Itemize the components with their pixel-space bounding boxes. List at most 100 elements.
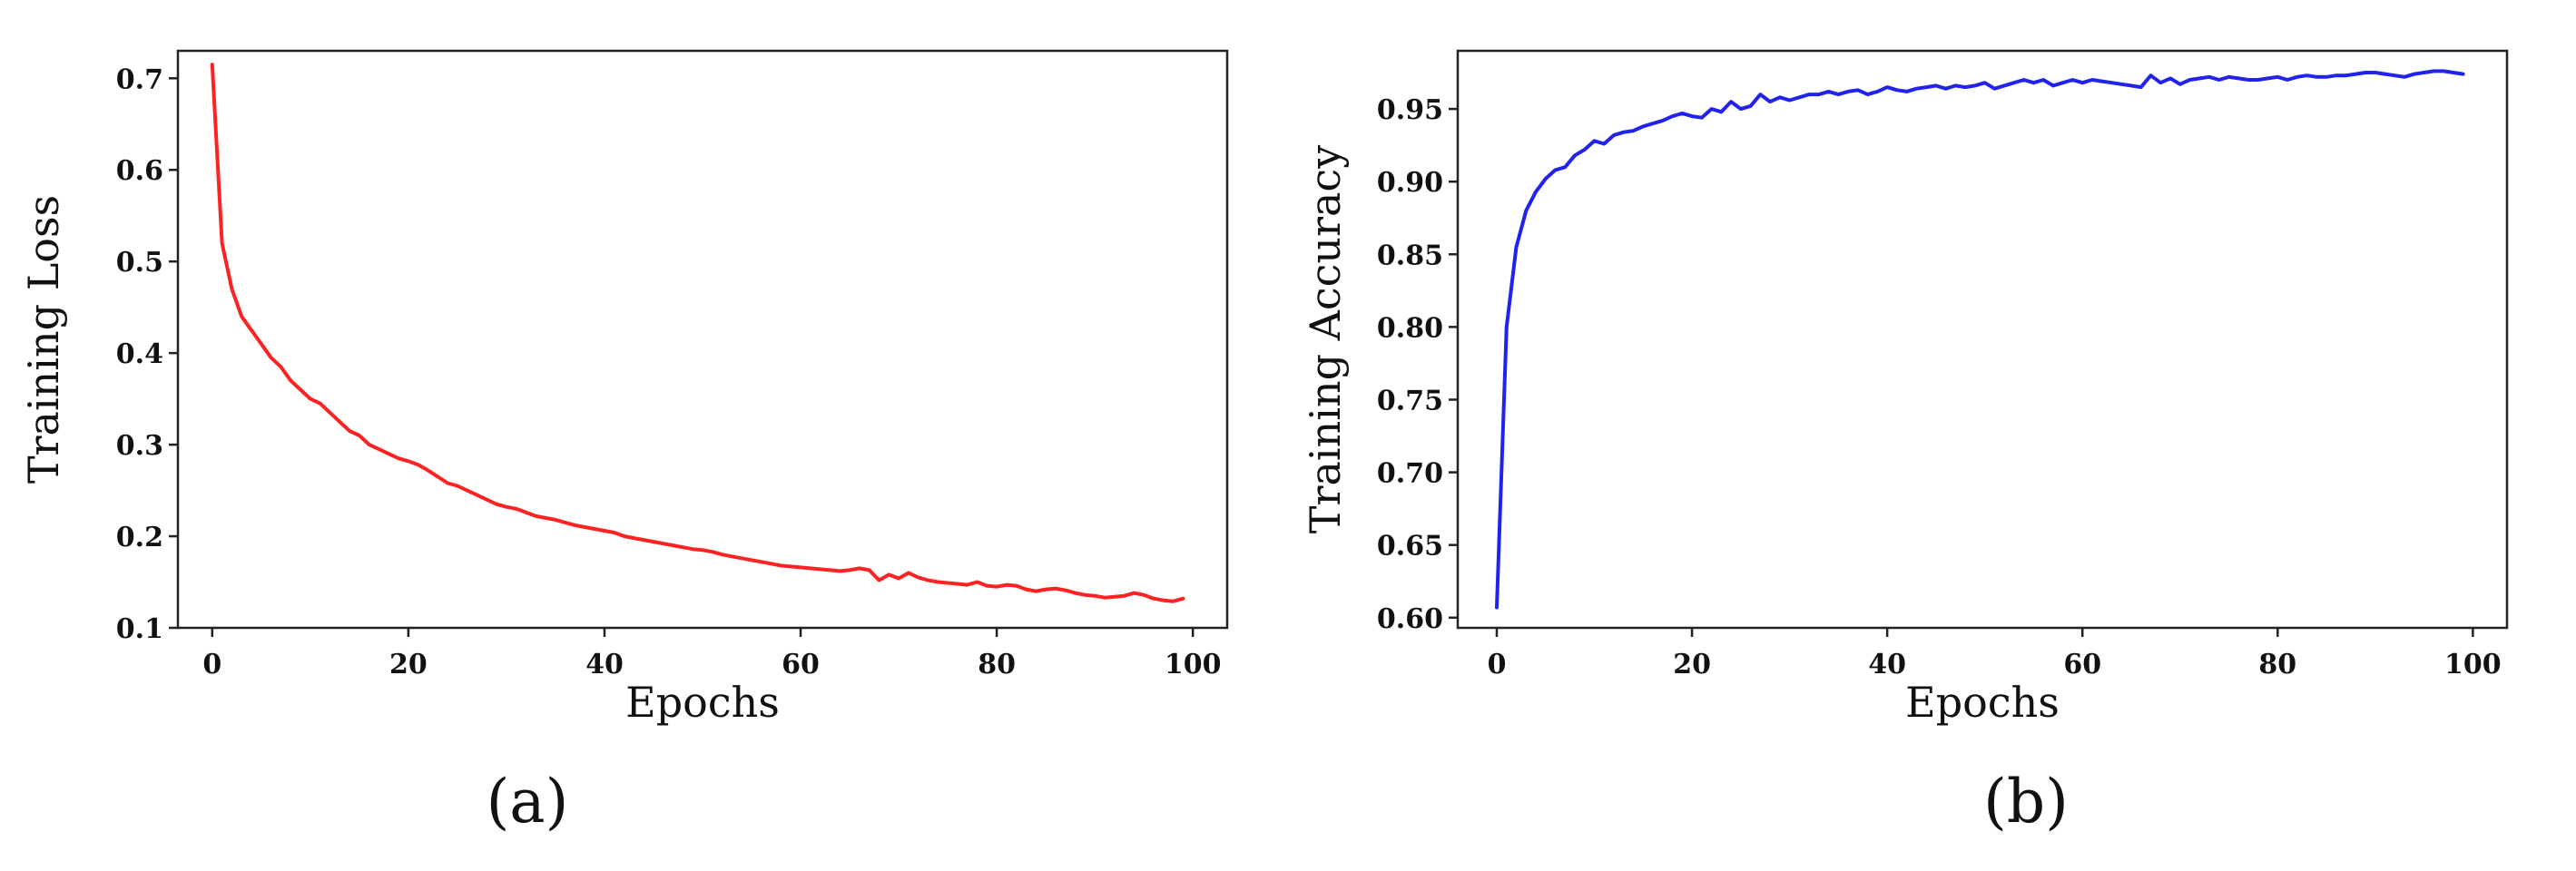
data-point — [1661, 119, 1665, 122]
data-point — [662, 542, 665, 545]
data-point — [2335, 73, 2338, 77]
data-point — [289, 378, 292, 382]
data-point — [2403, 75, 2406, 79]
y-tick-label: 0.7 — [116, 64, 163, 95]
y-axis-label: Training Loss — [19, 195, 68, 484]
data-point — [2354, 73, 2357, 76]
data-point — [760, 560, 763, 563]
x-axis-label: Epochs — [625, 678, 780, 727]
data-point — [260, 342, 263, 346]
data-point — [1142, 593, 1145, 597]
data-point — [1671, 114, 1675, 118]
data-point — [2393, 73, 2396, 77]
y-tick-label: 0.70 — [1377, 458, 1443, 490]
data-point — [446, 482, 449, 484]
data-point — [897, 577, 900, 580]
data-point — [750, 558, 753, 562]
data-point — [1983, 81, 1987, 84]
data-point — [2158, 81, 2162, 84]
data-point — [1690, 114, 1694, 118]
data-point — [250, 328, 253, 332]
data-point — [1641, 124, 1645, 128]
data-point — [2227, 75, 2230, 79]
data-point — [2306, 73, 2309, 77]
x-axis-label: Epochs — [1905, 678, 2060, 727]
plot-frame — [1456, 49, 2509, 630]
y-tick-label: 0.2 — [116, 522, 163, 553]
data-point — [2197, 76, 2201, 80]
data-point — [2384, 73, 2387, 76]
y-tick-label: 0.80 — [1377, 312, 1443, 344]
x-tick-label: 20 — [1673, 649, 1711, 680]
data-point — [878, 579, 880, 582]
series-line — [1495, 69, 2465, 610]
data-point — [1856, 88, 1860, 92]
data-point — [2139, 85, 2143, 89]
data-point — [1172, 600, 1175, 603]
data-point — [456, 484, 459, 487]
data-point — [2012, 81, 2016, 84]
data-point — [515, 507, 518, 511]
data-point — [1827, 90, 1831, 93]
data-point — [2149, 73, 2152, 77]
y-tick-label: 0.1 — [116, 613, 163, 645]
data-point — [907, 571, 910, 574]
data-point — [476, 494, 478, 497]
data-point — [2247, 78, 2250, 82]
data-point — [1505, 325, 1509, 328]
data-point — [2129, 83, 2133, 87]
data-point — [329, 411, 331, 415]
data-point — [2061, 81, 2065, 84]
data-point — [985, 584, 988, 588]
data-point — [417, 463, 420, 466]
data-point — [632, 536, 635, 540]
data-point — [2110, 81, 2113, 84]
data-point — [623, 534, 626, 538]
data-point — [799, 565, 802, 569]
loss-chart: 0 20 40 60 80 100 0.1 0.2 0.3 0.4 0.5 0.6 0.7 Epochs T… — [19, 49, 1229, 837]
data-point — [2452, 71, 2455, 74]
data-point — [613, 531, 616, 534]
data-point — [2217, 78, 2221, 82]
data-point — [1602, 142, 1606, 145]
data-point — [1866, 93, 1870, 96]
y-tick-label: 0.6 — [116, 155, 163, 187]
data-point — [348, 429, 351, 433]
data-point — [1953, 83, 1957, 87]
data-point — [1573, 153, 1577, 157]
data-point — [299, 388, 302, 391]
data-point — [946, 582, 949, 584]
data-point — [652, 540, 655, 543]
data-point — [495, 503, 498, 506]
data-point — [1632, 129, 1636, 132]
data-point — [2345, 73, 2348, 77]
data-point — [1181, 597, 1185, 601]
data-point — [427, 468, 429, 472]
panel-label: (b) — [1983, 767, 2069, 837]
data-point — [603, 529, 606, 533]
y-tick-label: 0.85 — [1377, 240, 1443, 271]
data-point — [1544, 177, 1548, 181]
data-point — [319, 402, 322, 406]
data-point — [956, 582, 959, 585]
data-point — [2364, 71, 2367, 74]
data-point — [1729, 100, 1733, 103]
accuracy-chart: 0 20 40 60 80 100 0.60 0.65 0.70 0.75 0.80 0.85 0.90… — [1301, 49, 2509, 837]
data-point — [240, 315, 243, 318]
data-point — [221, 241, 224, 245]
data-point — [2432, 69, 2435, 73]
data-point — [593, 527, 596, 531]
data-point — [1944, 87, 1948, 91]
data-point — [1162, 599, 1165, 602]
data-point — [554, 518, 557, 522]
data-point — [1083, 593, 1086, 597]
data-point — [1123, 594, 1126, 598]
data-point — [2100, 80, 2104, 83]
data-point — [779, 563, 782, 567]
y-tick-label: 0.60 — [1377, 603, 1443, 635]
data-point — [976, 581, 978, 583]
data-point — [1846, 90, 1850, 93]
y-tick-label: 0.90 — [1377, 167, 1443, 199]
data-point — [848, 568, 851, 572]
